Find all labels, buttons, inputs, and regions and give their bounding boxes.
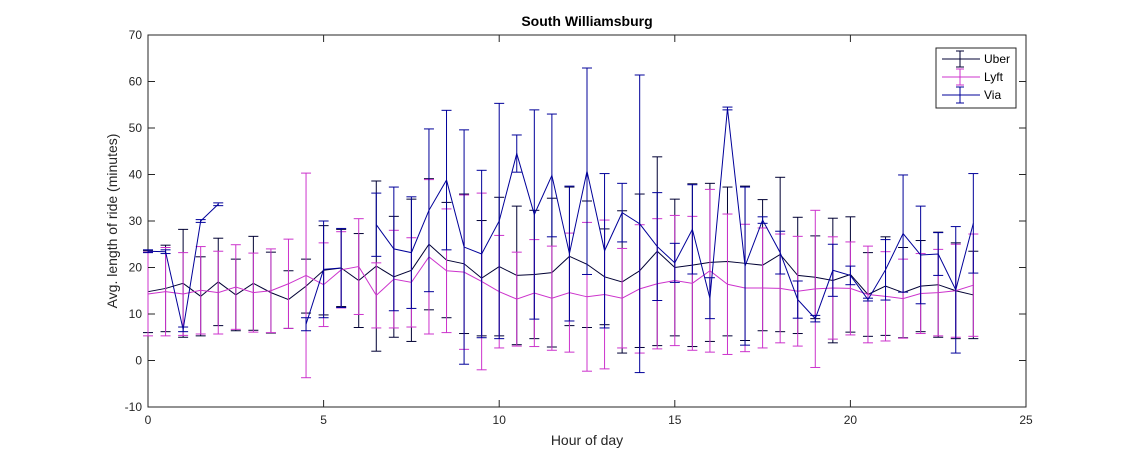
legend-label: Via: [984, 88, 1001, 102]
series-layer: [143, 67, 979, 379]
y-tick-label: 60: [129, 75, 143, 89]
chart-title: South Williamsburg: [521, 13, 652, 29]
legend: Uber Lyft Via: [935, 47, 1017, 109]
x-tick-label: 25: [1019, 413, 1033, 427]
legend-label: Uber: [984, 52, 1010, 66]
y-tick-label: -10: [125, 400, 143, 414]
x-axis-label: Hour of day: [551, 432, 623, 448]
y-tick-label: 10: [129, 307, 143, 321]
series-line-via: [147, 108, 974, 330]
y-tick-label: 40: [129, 168, 143, 182]
y-tick-label: 50: [129, 121, 143, 135]
x-tick-label: 5: [320, 413, 327, 427]
y-tick-label: 0: [135, 354, 142, 368]
y-tick-label: 30: [129, 214, 143, 228]
x-tick-label: 20: [844, 413, 858, 427]
x-tick-label: 0: [145, 413, 152, 427]
legend-label: Lyft: [984, 70, 1004, 84]
x-tick-label: 10: [493, 413, 507, 427]
x-tick-label: 15: [668, 413, 682, 427]
series-via: [143, 67, 979, 374]
series-line-lyft: [147, 256, 974, 300]
legend-box: [935, 47, 1017, 109]
y-tick-label: 70: [129, 28, 143, 42]
y-tick-label: 20: [129, 261, 143, 275]
series-line-uber: [147, 243, 974, 301]
y-axis-label: Avg. length of ride (minutes): [104, 134, 120, 309]
